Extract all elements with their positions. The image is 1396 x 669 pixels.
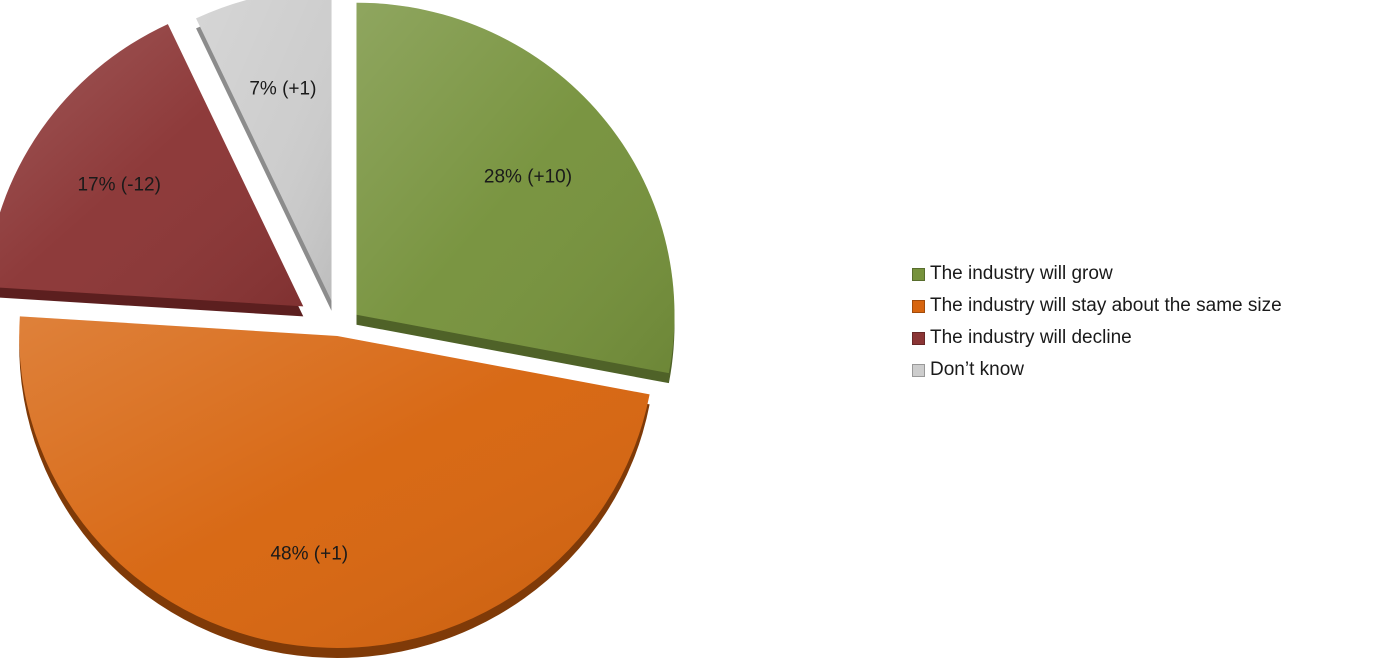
legend-item-decline: The industry will decline [912, 322, 1282, 354]
pie-slice-dont-know [196, 0, 332, 311]
pie-slice-same-size [19, 316, 650, 658]
pie-label-dont-know: 7% (+1) [249, 79, 316, 100]
legend-label-grow: The industry will grow [930, 263, 1113, 284]
legend-label-same-size: The industry will stay about the same si… [930, 295, 1282, 316]
legend-item-dont-know: Don’t know [912, 354, 1282, 386]
pie-slice-sheen-dont-know [196, 0, 332, 301]
legend-item-grow: The industry will grow [912, 258, 1282, 290]
legend-swatch-same-size [912, 299, 925, 313]
legend: The industry will grow The industry will… [912, 258, 1282, 386]
legend-label-decline: The industry will decline [930, 327, 1132, 348]
legend-swatch-decline [912, 331, 925, 345]
pie-slice-decline [0, 24, 304, 317]
pie-label-decline: 17% (-12) [77, 175, 160, 196]
pie-slice-sheen-same-size [19, 316, 650, 648]
pie-label-same-size: 48% (+1) [270, 544, 348, 565]
legend-item-same-size: The industry will stay about the same si… [912, 290, 1282, 322]
legend-swatch-grow [912, 267, 925, 281]
pie-label-grow: 28% (+10) [484, 167, 572, 188]
pie-slice-sheen-decline [0, 24, 304, 307]
pie-slice-sheen-grow [356, 2, 675, 374]
legend-label-dont-know: Don’t know [930, 359, 1024, 380]
pie-slice-grow [356, 2, 675, 384]
legend-swatch-dont-know [912, 363, 925, 377]
